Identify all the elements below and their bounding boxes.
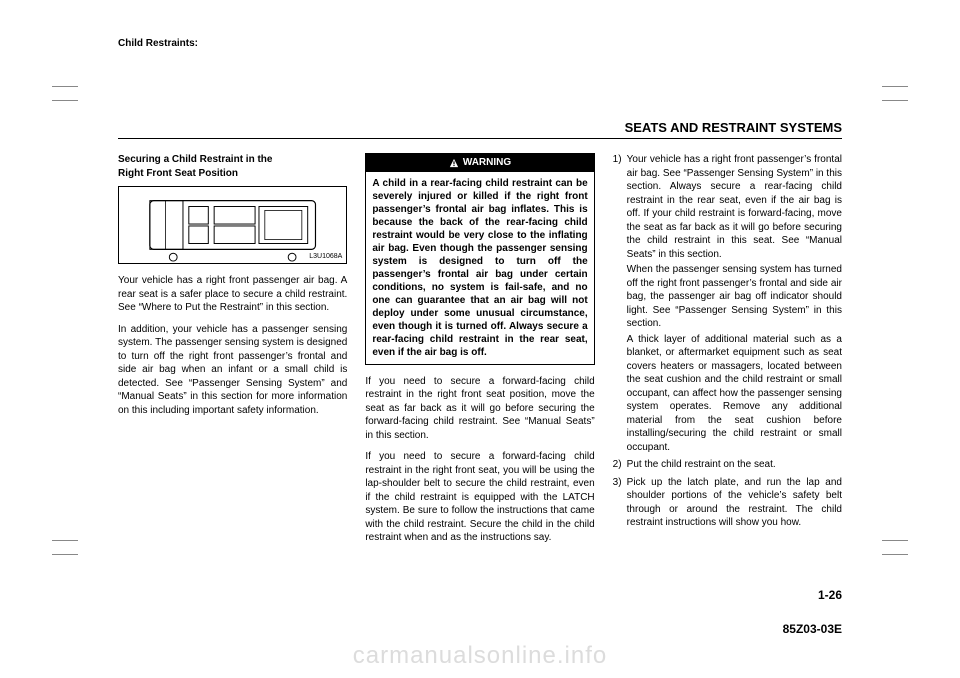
crop-tick (52, 100, 78, 101)
subheading-line: Right Front Seat Position (118, 168, 238, 179)
column-3: 1) Your vehicle has a right front passen… (613, 153, 842, 553)
step-number: 1) (613, 153, 622, 167)
crop-tick (882, 540, 908, 541)
step-number: 3) (613, 476, 622, 490)
crop-tick (52, 86, 78, 87)
seat-diagram: L3U1068A (118, 186, 347, 264)
crop-tick (52, 554, 78, 555)
page-number: 1-26 (818, 588, 842, 602)
column-1: Securing a Child Restraint in the Right … (118, 153, 347, 553)
warning-icon (449, 158, 459, 168)
warning-header: WARNING (366, 154, 593, 172)
step-text: Put the child restraint on the seat. (627, 459, 776, 470)
page: Child Restraints: SEATS AND RESTRAINT SY… (0, 0, 960, 678)
crop-tick (882, 86, 908, 87)
step-text: Pick up the latch plate, and run the lap… (627, 477, 842, 529)
subheading-line: Securing a Child Restraint in the (118, 154, 272, 165)
warning-callout: WARNING A child in a rear-facing child r… (365, 153, 594, 365)
warning-label: WARNING (463, 156, 511, 170)
list-item: 1) Your vehicle has a right front passen… (627, 153, 842, 454)
running-head: Child Restraints: (118, 38, 198, 49)
warning-body-text: A child in a rear-facing child restraint… (366, 172, 593, 364)
document-code: 85Z03-03E (783, 622, 842, 636)
crop-tick (882, 554, 908, 555)
subheading: Securing a Child Restraint in the Right … (118, 153, 347, 180)
body-paragraph: If you need to secure a forward-facing c… (365, 375, 594, 443)
list-item: 3) Pick up the latch plate, and run the … (627, 476, 842, 530)
step-number: 2) (613, 458, 622, 472)
watermark: carmanualsonline.info (0, 642, 960, 670)
body-paragraph: In addition, your vehicle has a passenge… (118, 323, 347, 418)
body-paragraph: If you need to secure a forward-facing c… (365, 450, 594, 545)
step-text: Your vehicle has a right front passenger… (627, 154, 842, 260)
content-area: SEATS AND RESTRAINT SYSTEMS Securing a C… (118, 120, 842, 553)
column-2: WARNING A child in a rear-facing child r… (365, 153, 594, 553)
diagram-code-label: L3U1068A (309, 252, 342, 261)
list-item: 2) Put the child restraint on the seat. (627, 458, 842, 472)
step-subparagraph: A thick layer of additional material suc… (627, 333, 842, 455)
numbered-steps: 1) Your vehicle has a right front passen… (613, 153, 842, 530)
column-layout: Securing a Child Restraint in the Right … (118, 153, 842, 553)
section-title: SEATS AND RESTRAINT SYSTEMS (118, 120, 842, 139)
body-paragraph: Your vehicle has a right front passenger… (118, 274, 347, 315)
step-subparagraph: When the passenger sensing system has tu… (627, 263, 842, 331)
crop-tick (52, 540, 78, 541)
crop-tick (882, 100, 908, 101)
